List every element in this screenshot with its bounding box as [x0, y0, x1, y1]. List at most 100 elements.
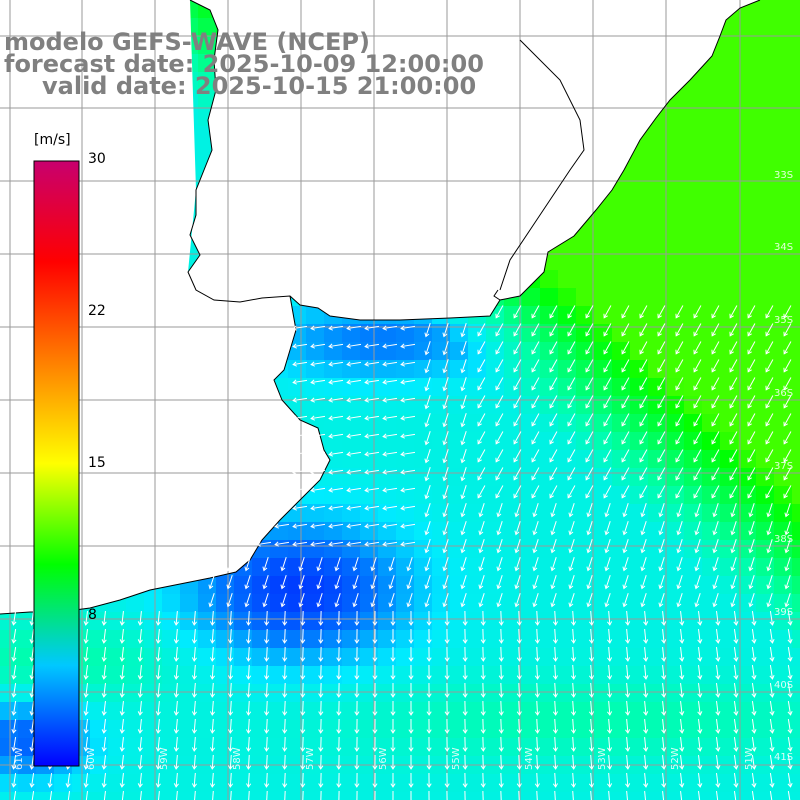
speed-cell: [774, 90, 793, 109]
speed-cell: [648, 252, 667, 271]
speed-cell: [792, 72, 800, 91]
speed-cell: [792, 234, 800, 253]
speed-cell: [702, 270, 721, 289]
speed-cell: [756, 216, 775, 235]
speed-cell: [756, 144, 775, 163]
speed-cell: [774, 18, 793, 37]
speed-cell: [702, 198, 721, 217]
speed-cell: [756, 18, 775, 37]
longitude-label: 60W: [86, 747, 97, 770]
speed-cell: [630, 270, 649, 289]
longitude-label: 59W: [159, 747, 170, 770]
longitude-label: 57W: [305, 747, 316, 770]
colorbar-tick-15: 15: [88, 455, 106, 471]
speed-cell: [648, 180, 667, 199]
speed-cell: [720, 180, 739, 199]
speed-cell: [756, 180, 775, 199]
longitude-label: 58W: [232, 747, 243, 770]
speed-cell: [792, 162, 800, 181]
speed-cell: [720, 198, 739, 217]
speed-cell: [702, 288, 721, 307]
speed-cell: [720, 36, 739, 55]
speed-cell: [792, 216, 800, 235]
speed-cell: [738, 36, 757, 55]
latitude-label: 40S: [774, 680, 794, 691]
speed-cell: [648, 144, 667, 163]
speed-cell: [756, 126, 775, 145]
speed-cell: [702, 144, 721, 163]
speed-cell: [684, 270, 703, 289]
speed-cell: [792, 18, 800, 37]
speed-cell: [612, 270, 631, 289]
speed-cell: [792, 0, 800, 19]
speed-cell: [774, 270, 793, 289]
speed-cell: [648, 234, 667, 253]
speed-cell: [738, 216, 757, 235]
speed-cell: [792, 90, 800, 109]
speed-cell: [756, 198, 775, 217]
speed-cell: [612, 234, 631, 253]
latitude-label: 33S: [774, 170, 794, 181]
speed-cell: [684, 216, 703, 235]
colorbar-tick-22: 22: [88, 303, 106, 319]
speed-cell: [774, 126, 793, 145]
speed-cell: [774, 234, 793, 253]
speed-cell: [630, 162, 649, 181]
colorbar-tick-8: 8: [88, 607, 97, 623]
speed-cell: [558, 252, 577, 271]
latitude-label: 39S: [774, 607, 794, 618]
speed-cell: [558, 270, 577, 289]
speed-cell: [666, 216, 685, 235]
latitude-label: 37S: [774, 461, 794, 472]
speed-cell: [630, 234, 649, 253]
speed-cell: [576, 270, 595, 289]
speed-cell: [612, 180, 631, 199]
speed-cell: [666, 270, 685, 289]
speed-cell: [774, 162, 793, 181]
speed-cell: [702, 234, 721, 253]
speed-cell: [756, 54, 775, 73]
speed-cell: [522, 288, 541, 307]
speed-cell: [774, 288, 793, 307]
latitude-label: 36S: [774, 388, 794, 399]
speed-cell: [558, 288, 577, 307]
speed-cell: [792, 288, 800, 307]
speed-cell: [792, 306, 800, 325]
speed-cell: [738, 144, 757, 163]
speed-cell: [648, 270, 667, 289]
longitude-label: 52W: [670, 747, 681, 770]
speed-cell: [702, 180, 721, 199]
speed-cell: [666, 234, 685, 253]
speed-cell: [630, 198, 649, 217]
speed-cell: [720, 162, 739, 181]
speed-cell: [684, 198, 703, 217]
speed-cell: [792, 324, 800, 343]
speed-cell: [684, 234, 703, 253]
speed-cell: [792, 180, 800, 199]
speed-cell: [720, 288, 739, 307]
speed-cell: [702, 126, 721, 145]
speed-cell: [738, 108, 757, 127]
speed-cell: [630, 216, 649, 235]
speed-cell: [774, 144, 793, 163]
speed-cell: [756, 72, 775, 91]
speed-cell: [792, 108, 800, 127]
speed-cell: [774, 72, 793, 91]
speed-cell: [720, 270, 739, 289]
speed-cell: [702, 162, 721, 181]
speed-cell: [594, 234, 613, 253]
speed-cell: [198, 18, 217, 37]
speed-cell: [774, 0, 793, 19]
speed-cell: [756, 108, 775, 127]
latitude-label: 41S: [774, 752, 794, 763]
speed-cell: [738, 288, 757, 307]
speed-cell: [720, 126, 739, 145]
speed-cell: [648, 126, 667, 145]
speed-cell: [612, 252, 631, 271]
speed-cell: [792, 126, 800, 145]
speed-cell: [612, 198, 631, 217]
longitude-label: 51W: [744, 747, 755, 770]
latitude-label: 34S: [774, 242, 794, 253]
speed-cell: [666, 288, 685, 307]
speed-cell: [774, 198, 793, 217]
